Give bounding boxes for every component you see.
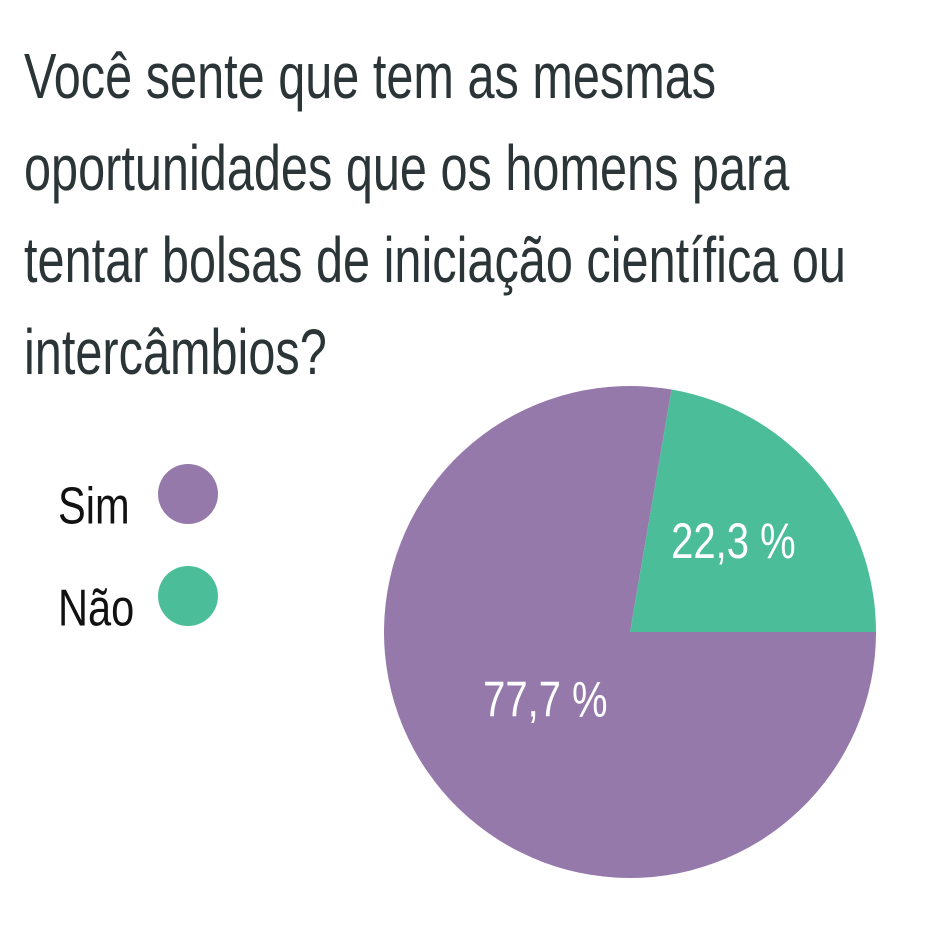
chart-title: Você sente que tem as mesmas oportunidad…	[24, 40, 846, 388]
slice-label: 77,7 %	[483, 671, 608, 727]
slice-label: 22,3 %	[671, 513, 796, 569]
legend-swatch	[158, 566, 218, 626]
legend-swatch	[158, 464, 218, 524]
legend-label: Não	[58, 578, 134, 637]
pie-slice	[630, 389, 876, 632]
legend-label: Sim	[58, 476, 130, 535]
